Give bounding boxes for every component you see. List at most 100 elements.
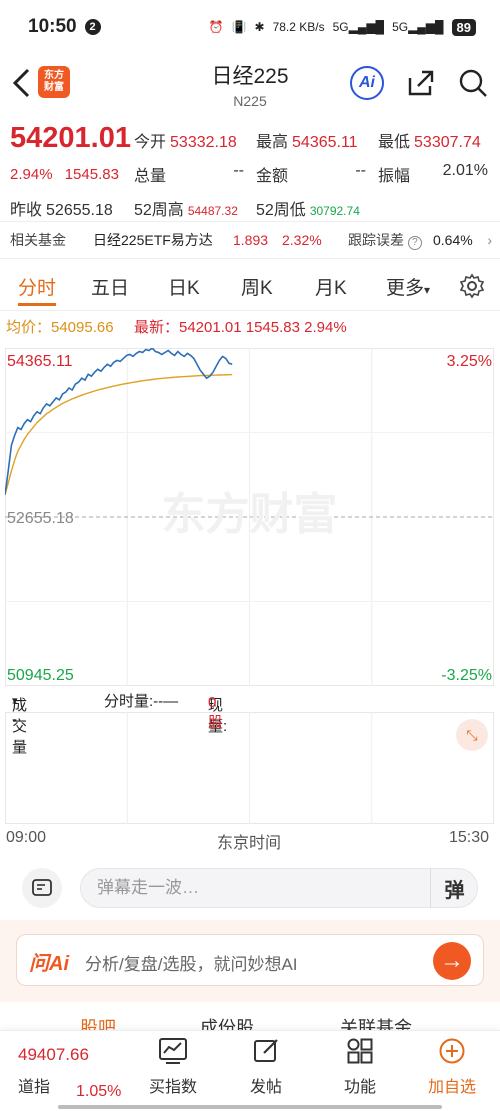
chart-tabs: 分时 五日 日K 周K 月K 更多▾ — [0, 259, 500, 311]
y-label-bottom: 50945.25 — [7, 667, 74, 684]
add-watchlist-label: 加自选 — [427, 1079, 476, 1096]
change-percent: 2.94% — [10, 166, 53, 183]
search-icon[interactable] — [458, 68, 488, 98]
volume-header: 成交量 ▾ -- 分时量:--— 现量: 0股 — [0, 686, 500, 756]
dow-index-ticker[interactable]: 49407.66 道指 1.05% — [18, 1045, 121, 1100]
dow-index-pct: 1.05% — [76, 1083, 122, 1100]
amplitude-label: 振幅 — [378, 168, 411, 185]
notification-count-icon: 2 — [84, 19, 101, 35]
intraday-summary: 均价：54095.66 最新：54201.01 1545.83 2.94% — [0, 311, 500, 339]
week52-high-value: 54487.32 — [187, 204, 238, 218]
chevron-right-icon[interactable]: › — [487, 232, 492, 248]
edit-icon — [254, 1039, 278, 1062]
ai-banner: 问Ai 分析/复盘/选股，就问妙想AI → — [0, 920, 500, 1002]
tab-active-indicator — [18, 303, 56, 306]
add-watchlist-button[interactable]: 加自选 — [417, 1035, 487, 1097]
time-axis-start: 09:00 — [6, 829, 47, 846]
amplitude-cell: 振幅 2.01% — [378, 162, 490, 186]
settings-gear-icon[interactable] — [459, 273, 485, 299]
ai-query-bar[interactable]: 问Ai 分析/复盘/选股，就问妙想AI → — [16, 934, 484, 986]
back-icon[interactable] — [10, 66, 34, 109]
status-bar: 10:50 2 ⏰ 📳 ✱ 78.2 KB/s 5G▂▄▆█ 5G▂▄▆█ 89 — [0, 0, 500, 54]
tab-more[interactable]: 更多▾ — [386, 273, 430, 300]
bluetooth-icon: ✱ — [254, 20, 265, 34]
tab-daily-k[interactable]: 日K — [168, 278, 200, 299]
header: 东方 财富 日经225 N225 Ai — [0, 54, 500, 116]
prev-close-value: 52655.18 — [46, 202, 113, 219]
pct-label-top: 3.25% — [447, 353, 492, 370]
related-fund-name[interactable]: 日经225ETF易方达 — [93, 232, 213, 248]
week52-low-label: 52周低 — [256, 202, 306, 219]
tab-weekly-k[interactable]: 周K — [241, 278, 273, 299]
arrow-right-icon[interactable]: → — [433, 942, 471, 980]
vibrate-icon: 📳 — [231, 20, 247, 34]
page-title-block: 日经225 N225 — [0, 60, 500, 109]
week52-low-value: 30792.74 — [309, 204, 360, 218]
status-right: ⏰ 📳 ✱ 78.2 KB/s 5G▂▄▆█ 5G▂▄▆█ 89 — [208, 18, 476, 36]
volume-cell: 总量 -- — [134, 162, 246, 186]
amount-label: 金额 — [256, 168, 289, 185]
signal-icon: 5G▂▄▆█ — [332, 20, 385, 34]
buy-index-button[interactable]: 买指数 — [138, 1035, 208, 1097]
tab-five-day[interactable]: 五日 — [91, 278, 130, 299]
ai-query-text: 分析/复盘/选股，就问妙想AI — [85, 955, 298, 974]
signal-icon-2: 5G▂▄▆█ — [392, 20, 444, 34]
intraday-chart[interactable]: 东方财富 54365.11 3.25% 52655.18 50945.25 -3.25% — [5, 348, 494, 686]
tab-intraday[interactable]: 分时 — [18, 278, 57, 299]
stock-code: N225 — [233, 93, 267, 109]
current-volume-value: 0股 — [208, 694, 224, 731]
segment-volume: 分时量:--— — [104, 693, 179, 710]
volume-value: -- — [12, 694, 17, 728]
ai-assistant-icon[interactable]: Ai — [350, 66, 384, 100]
open-label: 今开 — [134, 134, 167, 151]
week52-low-cell: 52周低 30792.74 — [256, 196, 360, 220]
post-button[interactable]: 发帖 — [231, 1035, 301, 1097]
danmu-list-icon[interactable] — [22, 868, 62, 908]
tracking-error-text: 跟踪误差 — [348, 232, 404, 248]
home-indicator — [58, 1105, 442, 1109]
post-label: 发帖 — [249, 1079, 282, 1096]
battery-icon: 89 — [451, 18, 476, 36]
related-fund-label: 相关基金 — [10, 232, 66, 248]
clock: 10:50 — [28, 16, 77, 37]
related-fund-pct: 2.32% — [282, 232, 322, 248]
last-price: 54201.01 — [10, 122, 131, 154]
amount-cell: 金额 -- — [256, 162, 368, 186]
series-line-price — [5, 348, 233, 495]
amplitude-value: 2.01% — [442, 162, 488, 179]
price-change: 2.94% 1545.83 — [10, 166, 127, 183]
dow-index-value: 49407.66 — [18, 1045, 89, 1064]
share-icon[interactable] — [406, 68, 436, 98]
week52-high-cell: 52周高 54487.32 — [134, 196, 238, 220]
tracking-error-label: 跟踪误差 ? — [348, 230, 422, 250]
tab-monthly-k[interactable]: 月K — [315, 278, 347, 299]
change-amount: 1545.83 — [64, 166, 119, 183]
pct-label-bottom: -3.25% — [441, 667, 492, 684]
help-icon[interactable]: ? — [407, 236, 422, 250]
plus-circle-icon — [439, 1038, 465, 1064]
related-fund-row[interactable]: 相关基金 日经225ETF易方达 1.893 2.32% 跟踪误差 ? 0.64… — [0, 221, 500, 259]
open-cell: 今开 53332.18 — [134, 128, 237, 152]
alarm-icon: ⏰ — [208, 20, 224, 34]
low-cell: 最低 53307.74 — [378, 128, 481, 152]
week52-high-label: 52周高 — [134, 202, 184, 219]
prev-close-label: 昨收 — [10, 202, 43, 219]
volume-label: 总量 — [134, 168, 167, 185]
volume-label: 成交量 — [12, 697, 28, 756]
danmu-toggle-button[interactable]: 弹 — [430, 868, 478, 908]
time-axis-middle: 东京时间 — [217, 835, 282, 852]
last-price-label: 最新：54201.01 1545.83 2.94% — [134, 319, 347, 336]
high-value: 54365.11 — [292, 134, 358, 151]
tracking-error-value: 0.64% — [433, 232, 473, 248]
volume-value: -- — [233, 162, 244, 179]
quote-panel: 54201.01 2.94% 1545.83 今开 53332.18 最高 5436… — [0, 116, 500, 221]
page-title: 日经225 — [211, 65, 289, 88]
danmu-input[interactable]: 弹幕走一波… — [80, 868, 478, 908]
prev-close-cell: 昨收 52655.18 — [10, 196, 113, 220]
expand-icon[interactable]: ⤡ — [456, 719, 488, 751]
related-fund-price: 1.893 — [233, 232, 269, 248]
wen-ai-logo: 问Ai — [29, 953, 69, 975]
network-speed: 78.2 KB/s — [272, 20, 325, 34]
avg-price-label: 均价：54095.66 — [6, 319, 114, 336]
functions-button[interactable]: 功能 — [325, 1035, 395, 1097]
